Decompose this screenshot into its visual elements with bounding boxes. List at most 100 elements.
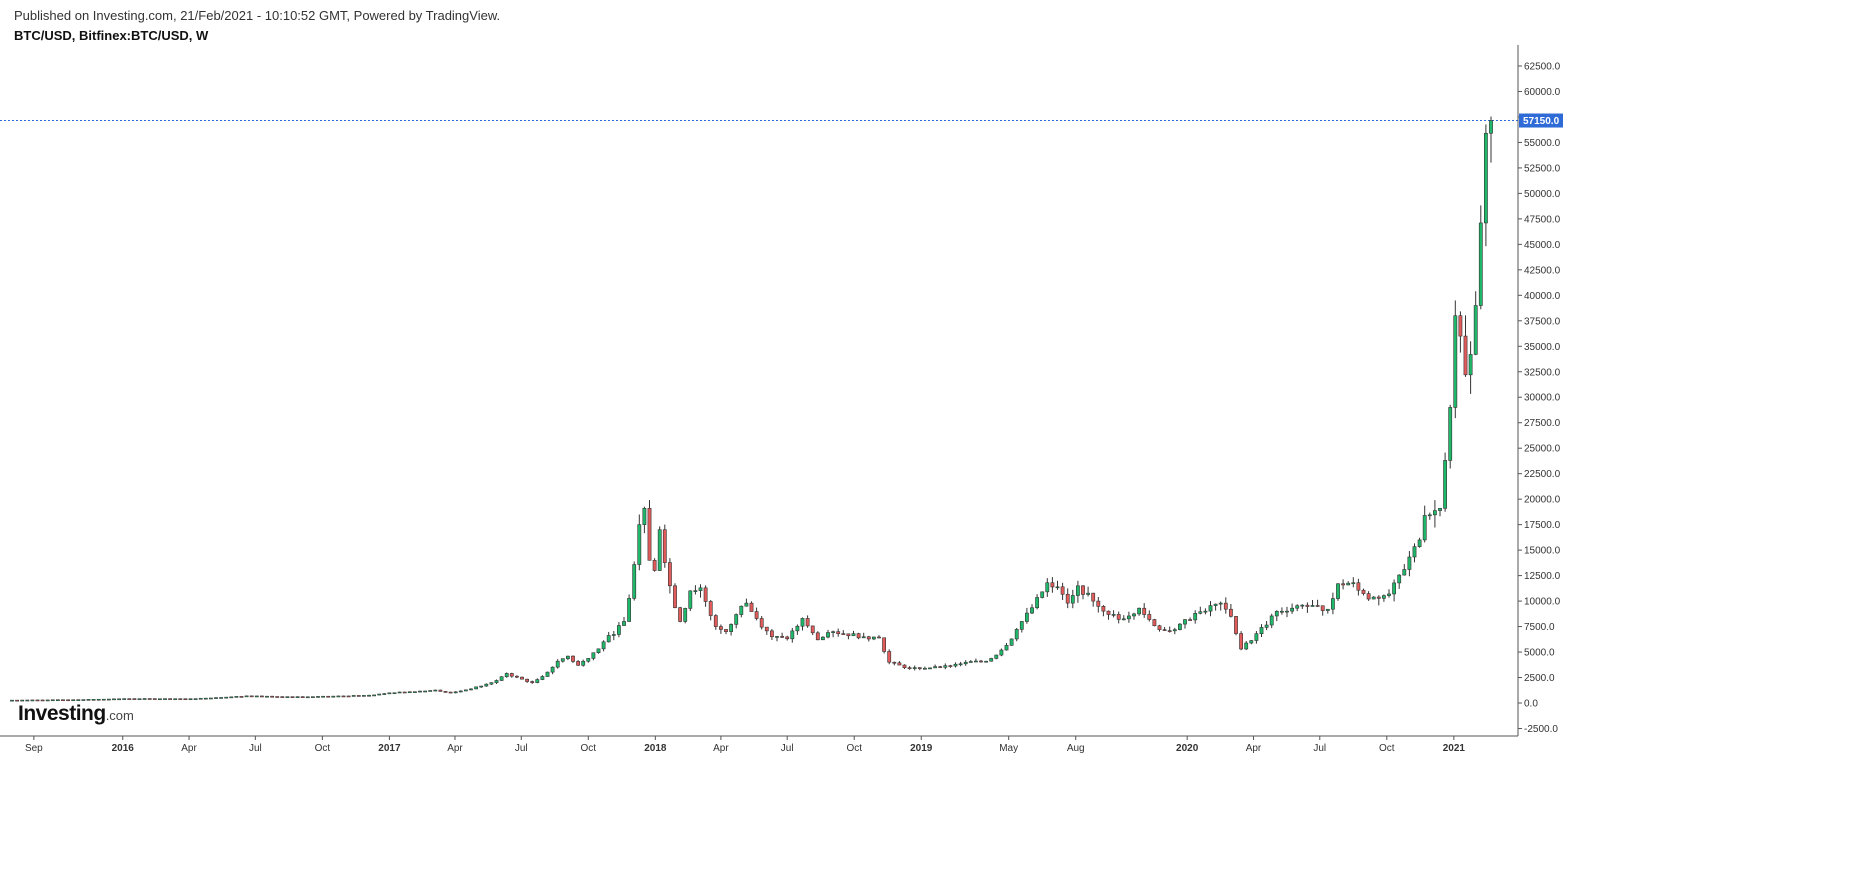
candle-up (198, 697, 203, 700)
candle-down (1305, 604, 1310, 607)
candle-up (387, 692, 392, 695)
candle-down (979, 660, 983, 663)
candle-up (540, 676, 545, 680)
candle-up (392, 692, 397, 695)
candle-up (683, 608, 688, 622)
candle-up (10, 699, 14, 702)
investing-logo[interactable]: Investing.com (18, 702, 134, 726)
candle-up (1086, 592, 1091, 595)
candle-down (525, 678, 530, 682)
candle-up (1264, 624, 1269, 628)
candle-down (769, 630, 774, 638)
x-tick-label: 2019 (910, 743, 933, 754)
candle-down (1356, 582, 1361, 591)
candle-up (285, 696, 290, 698)
candles-layer (10, 116, 1493, 702)
candle-up (565, 655, 570, 659)
candle-up (474, 686, 479, 690)
candle-down (1239, 633, 1244, 650)
candle-up (1285, 610, 1289, 613)
candle-up (20, 699, 25, 702)
candle-up (861, 636, 866, 639)
candle-up (606, 635, 611, 643)
candle-up (1280, 610, 1284, 613)
y-tick-label: 20000.0 (1524, 495, 1561, 506)
candle-up (601, 641, 606, 650)
y-tick-label: 22500.0 (1524, 469, 1561, 480)
candle-down (1167, 630, 1172, 632)
candle-up (871, 636, 876, 640)
candle-down (346, 695, 351, 698)
candle-down (713, 615, 718, 627)
y-tick-label: 62500.0 (1524, 62, 1561, 73)
candle-down (1162, 629, 1167, 631)
candle-up (928, 667, 932, 670)
candle-up (922, 667, 927, 670)
candle-down (846, 633, 851, 637)
candle-up (739, 605, 744, 615)
candle-down (938, 666, 943, 668)
candle-down (1315, 605, 1320, 607)
candle-down (866, 636, 871, 640)
chart-title: BTC/USD, Bitfinex:BTC/USD, W (14, 28, 209, 43)
candle-down (1091, 592, 1096, 602)
candle-up (831, 631, 836, 633)
candle-up (367, 694, 371, 697)
y-tick-label: 52500.0 (1524, 163, 1561, 174)
candle-down (35, 699, 40, 702)
x-tick-label: Oct (315, 743, 331, 754)
candle-down (917, 667, 922, 669)
candle-down (1101, 606, 1106, 612)
candle-up (1193, 613, 1198, 621)
candle-down (841, 633, 846, 635)
candle-up (351, 695, 356, 697)
candle-up (1468, 354, 1473, 376)
candle-down (249, 695, 254, 698)
candle-down (1081, 585, 1085, 595)
candle-up (1014, 629, 1019, 640)
candle-up (101, 698, 106, 701)
candle-down (509, 673, 514, 677)
candle-up (826, 632, 830, 638)
candle-up (622, 621, 626, 626)
candle-down (805, 618, 810, 627)
y-tick-label: 60000.0 (1524, 87, 1561, 98)
candle-up (1290, 607, 1295, 612)
candle-up (1254, 633, 1259, 641)
candle-up (1274, 610, 1279, 617)
candle-down (892, 661, 897, 664)
candle-up (96, 698, 101, 701)
candle-up (137, 698, 142, 701)
candle-up (254, 695, 259, 698)
candle-up (331, 695, 336, 698)
y-tick-label: 17500.0 (1524, 520, 1561, 531)
candle-up (310, 696, 315, 698)
candle-up (1203, 610, 1208, 613)
candle-down (290, 696, 295, 698)
x-tick-label: 2017 (378, 743, 401, 754)
candle-down (448, 691, 453, 694)
y-tick-label: 10000.0 (1524, 597, 1561, 608)
candle-down (1376, 596, 1381, 599)
y-tick-label: 32500.0 (1524, 367, 1561, 378)
candle-down (132, 698, 137, 700)
candle-up (305, 696, 310, 699)
candle-up (1045, 582, 1050, 593)
x-tick-label: 2021 (1443, 743, 1466, 754)
candle-up (81, 699, 86, 701)
candle-down (61, 699, 65, 702)
candle-up (55, 699, 60, 702)
x-tick-label: 2020 (1176, 743, 1199, 754)
candle-up (1269, 615, 1274, 626)
candle-down (1463, 335, 1468, 376)
candle-down (1152, 619, 1157, 627)
candle-down (652, 560, 657, 571)
candle-up (550, 666, 555, 673)
candle-down (1229, 608, 1233, 617)
candle-up (1178, 623, 1182, 630)
candle-up (555, 660, 560, 668)
y-tick-label: 42500.0 (1524, 265, 1561, 276)
candle-up (729, 624, 734, 632)
candle-down (530, 681, 535, 683)
